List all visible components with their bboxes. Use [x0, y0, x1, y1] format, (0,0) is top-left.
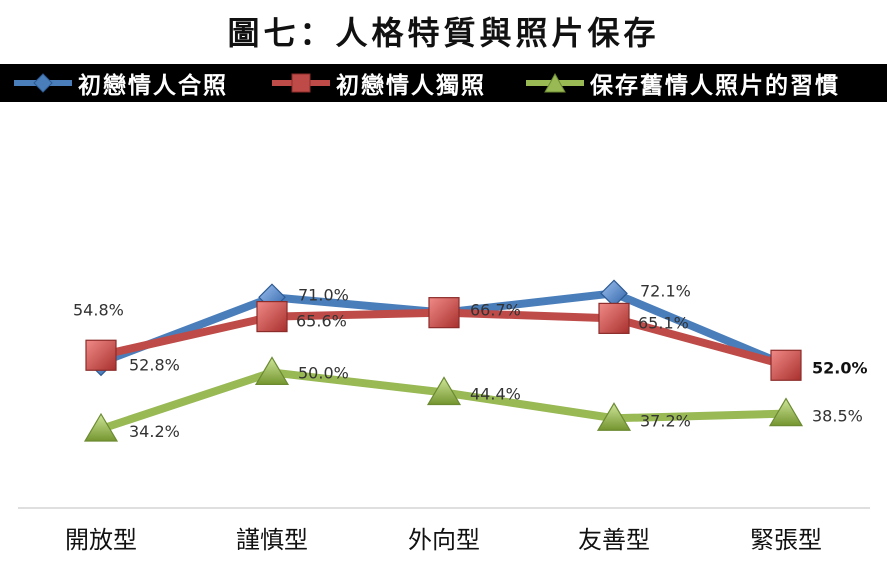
x-tick-label: 緊張型	[750, 526, 822, 554]
series-2-marker	[770, 349, 802, 381]
legend-item-keep-habit: 保存舊情人照片的習慣	[524, 64, 840, 102]
data-label: 72.1%	[640, 281, 691, 300]
plot-area: 52.8% 71.0% 72.1% 54.8% 65.6% 66.7% 65.1% 52.0%…	[18, 279, 870, 554]
series-2-marker	[598, 302, 630, 334]
data-label: 38.5%	[812, 407, 863, 426]
series-2-marker	[256, 300, 288, 333]
series-2-marker	[85, 339, 117, 371]
legend-diamond-marker-icon	[14, 73, 72, 93]
data-label: 54.8%	[73, 300, 124, 319]
series-3-marker	[426, 376, 462, 406]
data-label: 71.0%	[298, 285, 349, 304]
data-label: 50.0%	[298, 363, 349, 382]
data-label: 34.2%	[129, 422, 180, 441]
data-label: 66.7%	[470, 301, 521, 320]
chart-title: 圖七：人格特質與照片保存	[227, 14, 660, 52]
data-label: 65.6%	[296, 312, 347, 331]
data-label: 37.2%	[640, 411, 691, 430]
x-tick-label: 謹慎型	[236, 526, 308, 554]
series-3-marker	[768, 397, 804, 427]
series-2-marker	[428, 297, 460, 329]
data-label: 52.0%	[812, 358, 868, 377]
x-tick-label: 友善型	[578, 526, 650, 554]
series-1	[87, 279, 800, 380]
legend-label-group-photo: 初戀情人合照	[78, 72, 228, 99]
legend-label-solo-photo: 初戀情人獨照	[336, 72, 486, 99]
data-label: 52.8%	[129, 355, 180, 374]
series-3-marker	[596, 402, 632, 431]
data-label: 65.1%	[638, 313, 689, 332]
series-3-marker	[254, 356, 290, 386]
x-tick-label: 開放型	[65, 526, 137, 554]
legend-item-group-photo: 初戀情人合照	[12, 64, 228, 102]
series-2	[85, 297, 802, 381]
series-1-marker	[600, 279, 628, 308]
legend-square-marker-icon	[272, 73, 330, 93]
series-3-marker	[83, 412, 119, 442]
legend: 初戀情人合照 初戀情人獨照 保存舊情人照片的習慣	[0, 64, 887, 102]
legend-label-keep-habit: 保存舊情人照片的習慣	[590, 72, 840, 99]
data-label: 44.4%	[470, 384, 521, 403]
series-3	[83, 356, 804, 442]
legend-triangle-marker-icon	[526, 72, 584, 93]
x-tick-label: 外向型	[408, 526, 480, 554]
legend-item-solo-photo: 初戀情人獨照	[270, 64, 486, 102]
